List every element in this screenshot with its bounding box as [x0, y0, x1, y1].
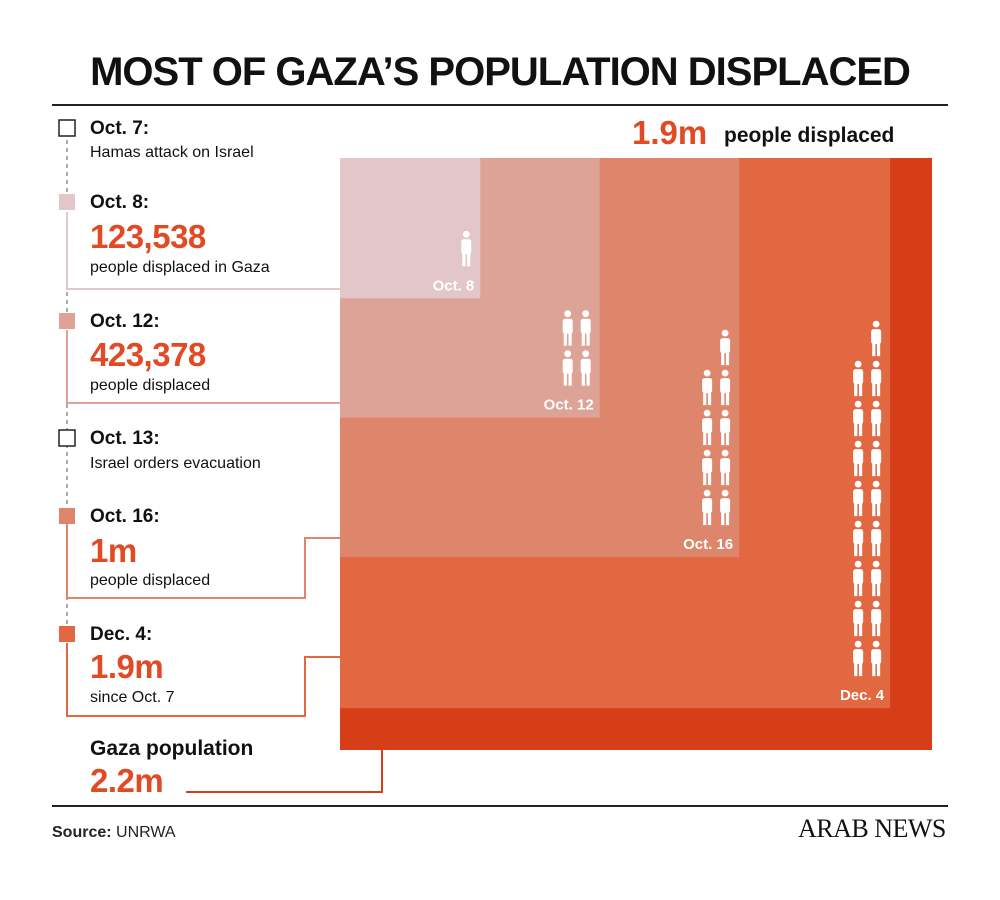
- headline-label: people displaced: [724, 124, 895, 147]
- person-icon: [702, 489, 713, 526]
- arab-news-logo: ARAB NEWS: [798, 814, 946, 843]
- timeline-value-oct12: 423,378: [90, 336, 206, 373]
- timeline-date-oct16: Oct. 16:: [90, 506, 160, 527]
- timeline-marker-5: [59, 626, 75, 642]
- headline-value: 1.9m: [632, 114, 708, 151]
- timeline-text-oct16: people displaced: [90, 572, 211, 589]
- person-icon: [720, 329, 731, 366]
- box-oct8: [340, 158, 481, 299]
- person-icon: [853, 400, 864, 437]
- timeline-text-oct7: Hamas attack on Israel: [90, 144, 254, 161]
- timeline-marker-1: [59, 194, 75, 210]
- person-icon: [853, 560, 864, 597]
- timeline-date-oct8: Oct. 8:: [90, 192, 150, 213]
- person-icon: [461, 230, 472, 267]
- person-icon: [702, 369, 713, 406]
- source-line: Source: UNRWA: [52, 824, 176, 842]
- person-icon: [853, 440, 864, 477]
- person-icon: [562, 310, 573, 346]
- person-icon: [853, 480, 864, 517]
- person-icon: [720, 449, 731, 486]
- timeline-text-oct13: Israel orders evacuation: [90, 455, 261, 472]
- box-label-oct12: Oct. 12: [544, 397, 594, 414]
- connector-dec4: [66, 643, 340, 717]
- population-label: Gaza population: [90, 737, 254, 760]
- timeline-date-oct12: Oct. 12:: [90, 311, 160, 332]
- timeline-date-oct7: Oct. 7:: [90, 118, 150, 139]
- person-icon: [871, 600, 882, 637]
- connector-oct12: [66, 330, 340, 404]
- person-icon: [580, 310, 591, 346]
- box-label-oct16: Oct. 16: [683, 536, 733, 553]
- timeline-date-dec4: Dec. 4:: [90, 624, 153, 645]
- connector-oct16: [66, 525, 340, 599]
- person-icon: [871, 400, 882, 437]
- person-icon: [871, 320, 882, 357]
- person-icon: [702, 409, 713, 446]
- timeline-marker-0: [58, 119, 76, 137]
- person-icon: [871, 560, 882, 597]
- timeline-date-oct13: Oct. 13:: [90, 428, 160, 449]
- timeline-marker-3: [58, 429, 76, 447]
- person-icon: [853, 520, 864, 557]
- connector-population: [186, 750, 383, 793]
- box-label-oct8: Oct. 8: [433, 277, 475, 294]
- person-icon: [720, 489, 731, 526]
- timeline-marker-4: [59, 508, 75, 524]
- timeline-text-oct12: people displaced: [90, 377, 211, 394]
- timeline-value-dec4: 1.9m: [90, 648, 164, 685]
- bottom-rule: [52, 805, 948, 807]
- population-value: 2.2m: [90, 762, 164, 799]
- timeline-value-oct16: 1m: [90, 532, 137, 569]
- person-icon: [871, 480, 882, 517]
- person-icon: [720, 369, 731, 406]
- connector-oct8: [66, 212, 340, 290]
- person-icon: [871, 360, 882, 397]
- page-title: MOST OF GAZA’S POPULATION DISPLACED: [90, 50, 911, 94]
- person-icon: [871, 640, 882, 677]
- person-icon: [853, 640, 864, 677]
- person-icon: [853, 600, 864, 637]
- top-rule: [52, 104, 948, 106]
- timeline-marker-2: [59, 313, 75, 329]
- person-icon: [562, 350, 573, 386]
- box-label-dec4: Dec. 4: [840, 687, 885, 704]
- person-icon: [853, 360, 864, 397]
- timeline-text-dec4: since Oct. 7: [90, 689, 175, 706]
- person-icon: [871, 440, 882, 477]
- timeline-text-oct8: people displaced in Gaza: [90, 259, 270, 276]
- timeline-value-oct8: 123,538: [90, 218, 206, 255]
- source-label: Source:: [52, 824, 112, 841]
- person-icon: [720, 409, 731, 446]
- source-value: UNRWA: [116, 824, 176, 841]
- person-icon: [702, 449, 713, 486]
- person-icon: [871, 520, 882, 557]
- person-icon: [580, 350, 591, 386]
